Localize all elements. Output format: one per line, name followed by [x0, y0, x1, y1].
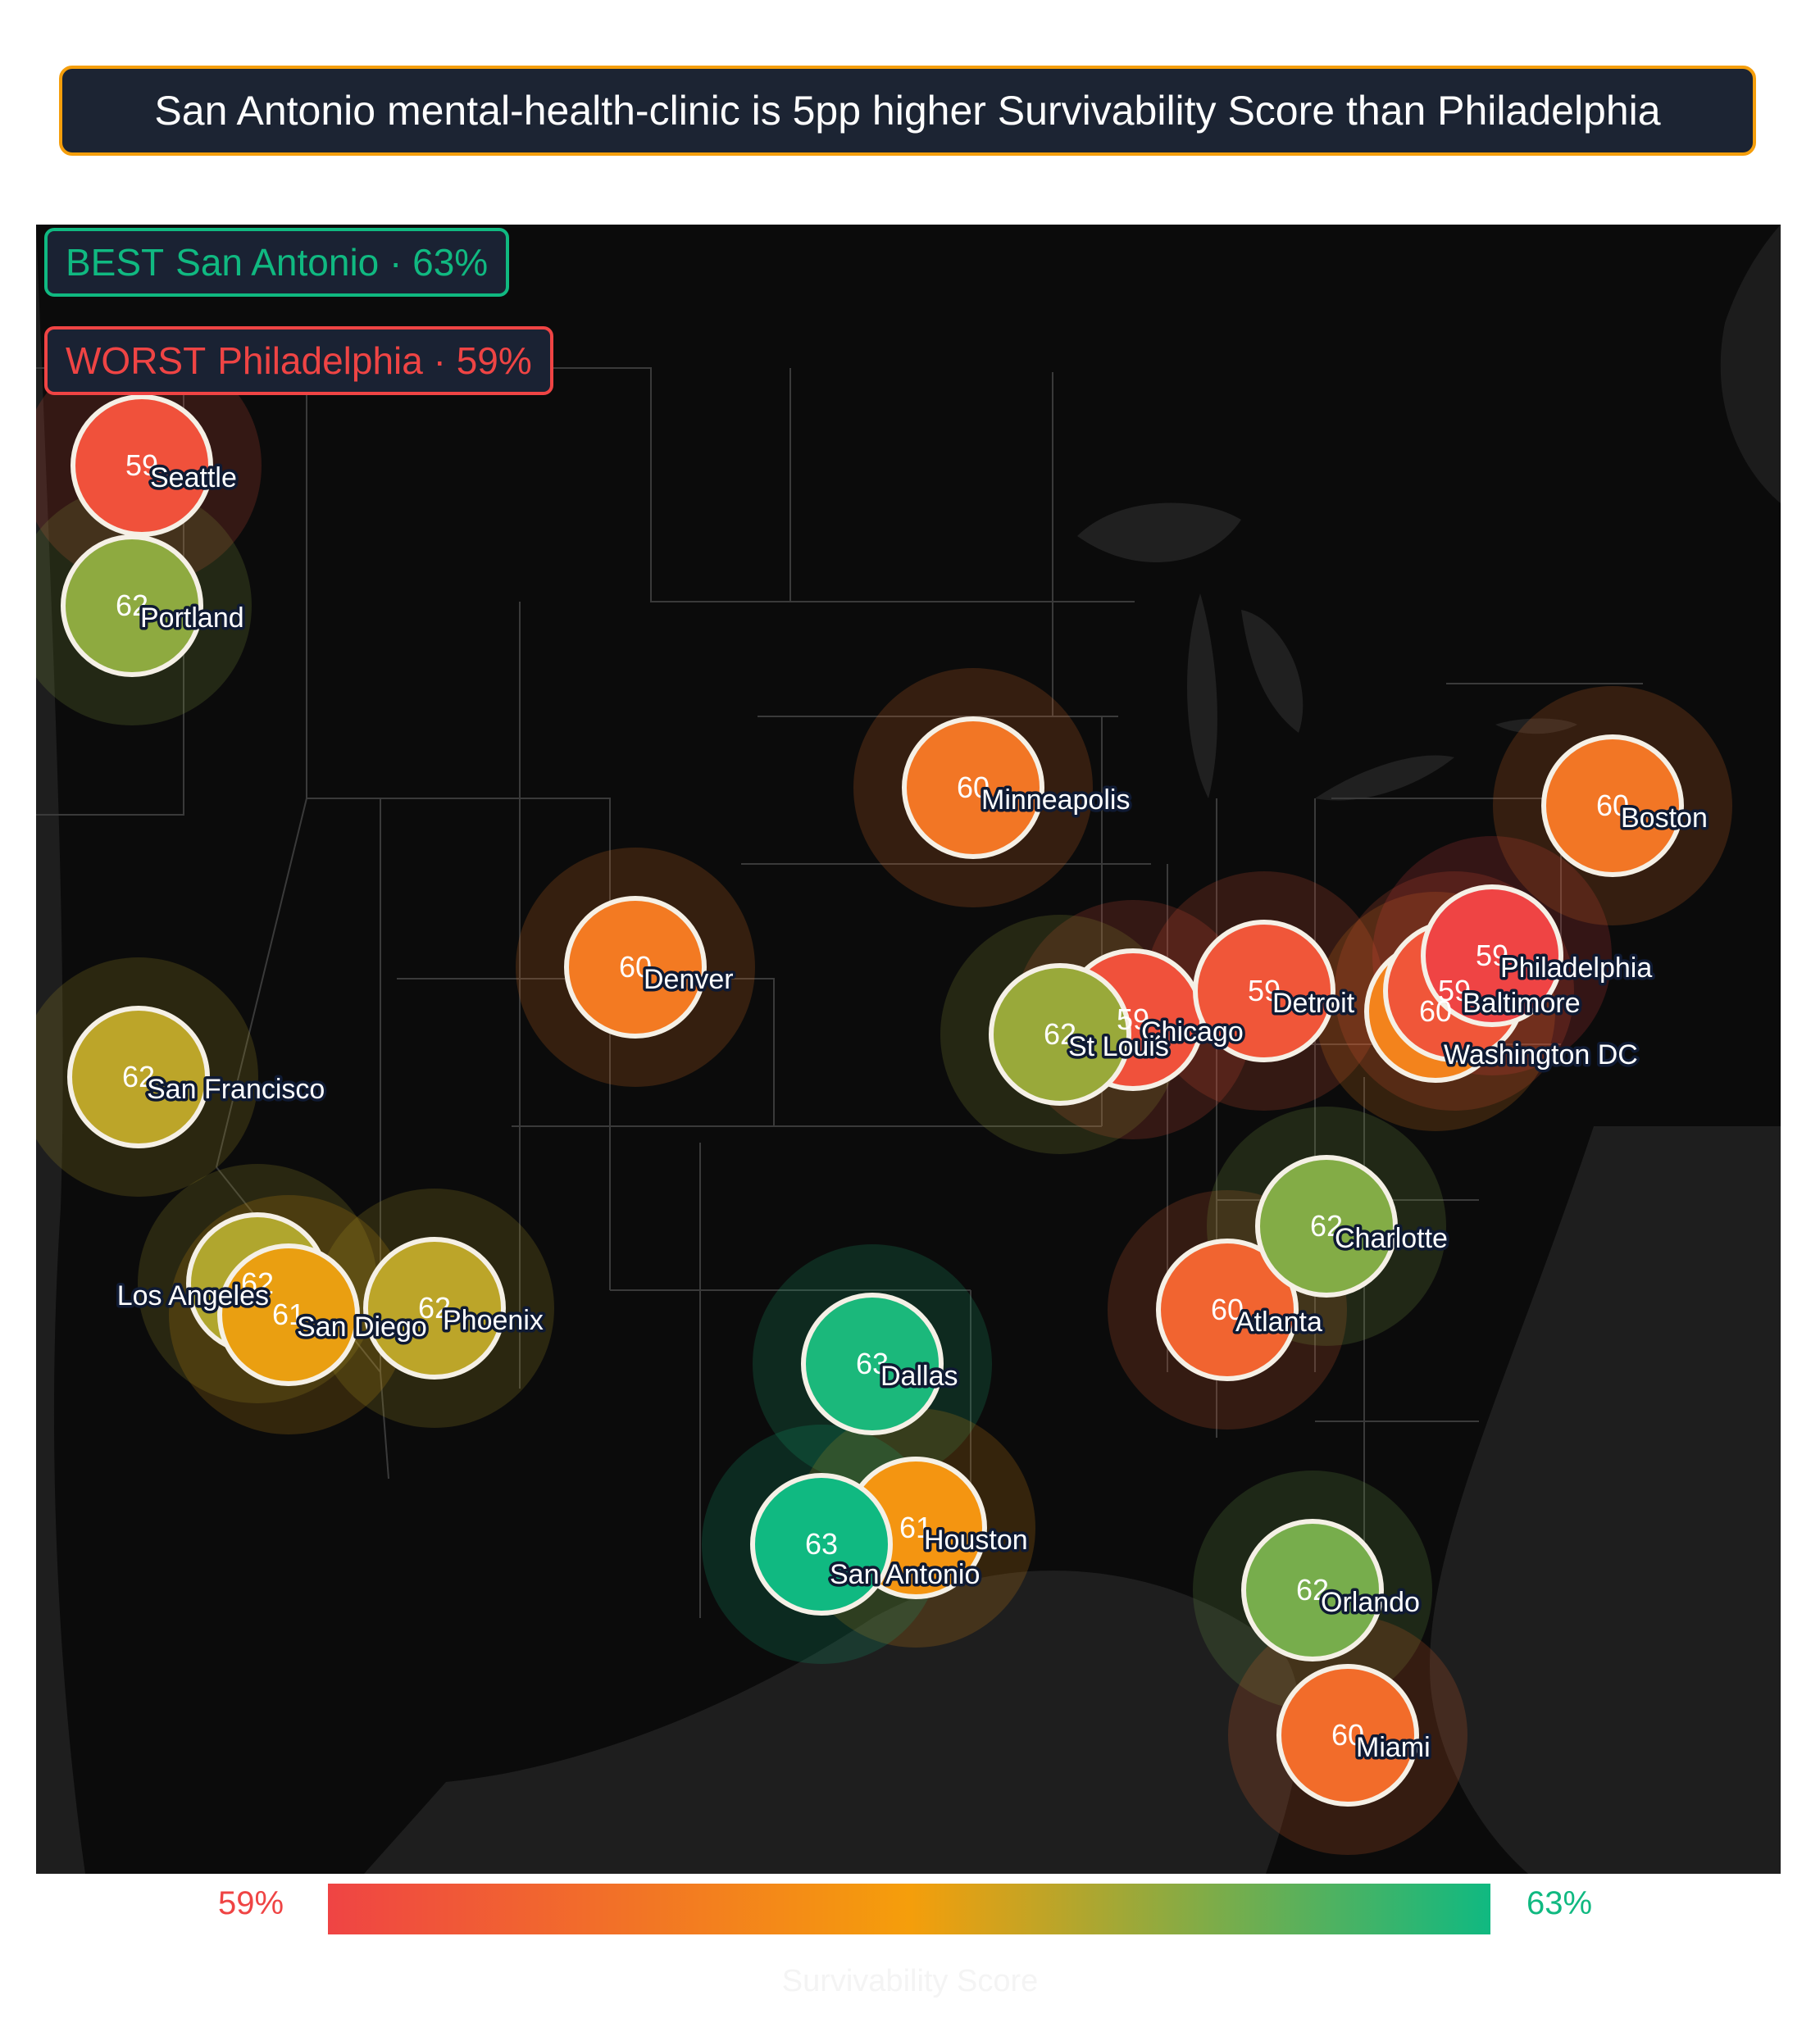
- city-value-dallas: 63: [856, 1347, 889, 1380]
- city-label-orlando: Orlando: [1321, 1587, 1420, 1618]
- city-marker-detroit[interactable]: [1193, 920, 1335, 1062]
- worst-prefix: WORST: [66, 339, 207, 382]
- worst-text: Philadelphia · 59%: [217, 339, 532, 382]
- city-label-houston: Houston: [924, 1525, 1028, 1556]
- city-marker-san-diego[interactable]: [217, 1243, 360, 1386]
- city-marker-san-antonio[interactable]: [750, 1473, 893, 1616]
- lake-superior: [1077, 502, 1241, 563]
- best-badge: BEST San Antonio · 63%: [44, 228, 510, 297]
- lake-ontario: [1495, 718, 1577, 734]
- city-value-atlanta: 60: [1211, 1293, 1244, 1326]
- colorbar-min-label: 59%: [218, 1885, 284, 1921]
- city-label-portland: Portland: [140, 602, 244, 634]
- city-label-detroit: Detroit: [1272, 988, 1355, 1019]
- city-marker-orlando[interactable]: [1241, 1519, 1384, 1661]
- city-value-phoenix: 62: [418, 1291, 451, 1325]
- city-value-boston: 60: [1596, 789, 1629, 822]
- northeast-landmass: [1720, 225, 1781, 503]
- worst-badge: WORST Philadelphia · 59%: [44, 326, 553, 395]
- city-label-washington-dc: Washington DC: [1444, 1039, 1638, 1071]
- city-label-atlanta: Atlanta: [1235, 1307, 1322, 1338]
- lake-michigan: [1186, 593, 1217, 798]
- city-value-st-louis: 62: [1044, 1017, 1076, 1051]
- atlantic-ocean: [1430, 1126, 1781, 1874]
- city-value-seattle: 59: [125, 448, 158, 482]
- city-marker-san-francisco[interactable]: [67, 1006, 210, 1148]
- city-label-st-louis: St Louis: [1068, 1031, 1169, 1062]
- city-label-miami: Miami: [1356, 1732, 1431, 1763]
- chart-title: San Antonio mental-health-clinic is 5pp …: [59, 66, 1756, 156]
- lake-huron: [1241, 610, 1304, 733]
- colorbar-max-label: 63%: [1527, 1885, 1593, 1921]
- city-marker-dallas[interactable]: [801, 1293, 944, 1435]
- lake-erie: [1315, 755, 1454, 801]
- city-marker-seattle[interactable]: [71, 394, 213, 537]
- city-marker-charlotte[interactable]: [1255, 1155, 1398, 1298]
- city-value-charlotte: 62: [1310, 1209, 1343, 1243]
- map-panel[interactable]: 59 62 62 62 61 62 60 60 59 59 62 63 61 63 60 62 62 60 60 59…: [36, 225, 1781, 1874]
- city-label-los-angeles: Los Angeles: [117, 1280, 269, 1311]
- gulf-of-mexico: [364, 1571, 1300, 1874]
- city-label-phoenix: Phoenix: [443, 1305, 544, 1336]
- city-label-baltimore: Baltimore: [1463, 988, 1581, 1019]
- city-label-dallas: Dallas: [880, 1361, 958, 1392]
- city-value-los-angeles: 62: [241, 1266, 274, 1300]
- city-label-denver: Denver: [644, 964, 734, 995]
- pacific-ocean: [36, 225, 85, 1874]
- basemap: [36, 225, 1781, 1874]
- city-value-minneapolis: 60: [957, 770, 990, 804]
- city-value-washington-dc: 60: [1419, 994, 1452, 1028]
- city-label-san-antonio: San Antonio: [830, 1559, 980, 1590]
- city-label-san-diego: San Diego: [297, 1311, 427, 1343]
- city-label-charlotte: Charlotte: [1335, 1223, 1448, 1254]
- city-value-detroit: 59: [1248, 974, 1281, 1007]
- city-marker-miami[interactable]: [1276, 1664, 1419, 1807]
- city-marker-minneapolis[interactable]: [902, 716, 1044, 859]
- marker-layer[interactable]: [61, 394, 1684, 1807]
- city-value-baltimore: 59: [1438, 974, 1471, 1007]
- city-label-minneapolis: Minneapolis: [981, 784, 1130, 816]
- city-label-san-francisco: San Francisco: [147, 1074, 325, 1105]
- city-label-chicago: Chicago: [1141, 1016, 1244, 1048]
- city-marker-phoenix[interactable]: [363, 1237, 506, 1380]
- city-value-philadelphia: 59: [1476, 939, 1508, 972]
- colorbar: [328, 1884, 1490, 1934]
- city-value-san-antonio: 63: [805, 1527, 838, 1561]
- city-label-philadelphia: Philadelphia: [1500, 952, 1652, 984]
- city-value-orlando: 62: [1296, 1573, 1329, 1607]
- city-value-chicago: 59: [1117, 1002, 1149, 1036]
- city-value-san-francisco: 62: [122, 1060, 155, 1093]
- city-value-portland: 62: [116, 589, 148, 622]
- city-value-houston: 61: [899, 1511, 932, 1544]
- border-line: [397, 978, 775, 1126]
- city-marker-boston[interactable]: [1541, 734, 1684, 877]
- best-prefix: BEST: [66, 241, 165, 284]
- city-value-san-diego: 61: [272, 1298, 305, 1331]
- city-marker-philadelphia[interactable]: [1421, 884, 1563, 1027]
- city-marker-atlanta[interactable]: [1156, 1239, 1299, 1381]
- colorbar-title: Survivability Score: [781, 1964, 1039, 1998]
- city-value-miami: 60: [1331, 1718, 1364, 1752]
- city-value-denver: 60: [619, 950, 652, 984]
- city-label-seattle: Seattle: [150, 462, 237, 493]
- city-label-boston: Boston: [1621, 802, 1708, 834]
- city-marker-denver[interactable]: [564, 896, 707, 1039]
- city-marker-st-louis[interactable]: [989, 963, 1131, 1106]
- city-marker-portland[interactable]: [61, 534, 203, 677]
- best-text: San Antonio · 63%: [175, 241, 489, 284]
